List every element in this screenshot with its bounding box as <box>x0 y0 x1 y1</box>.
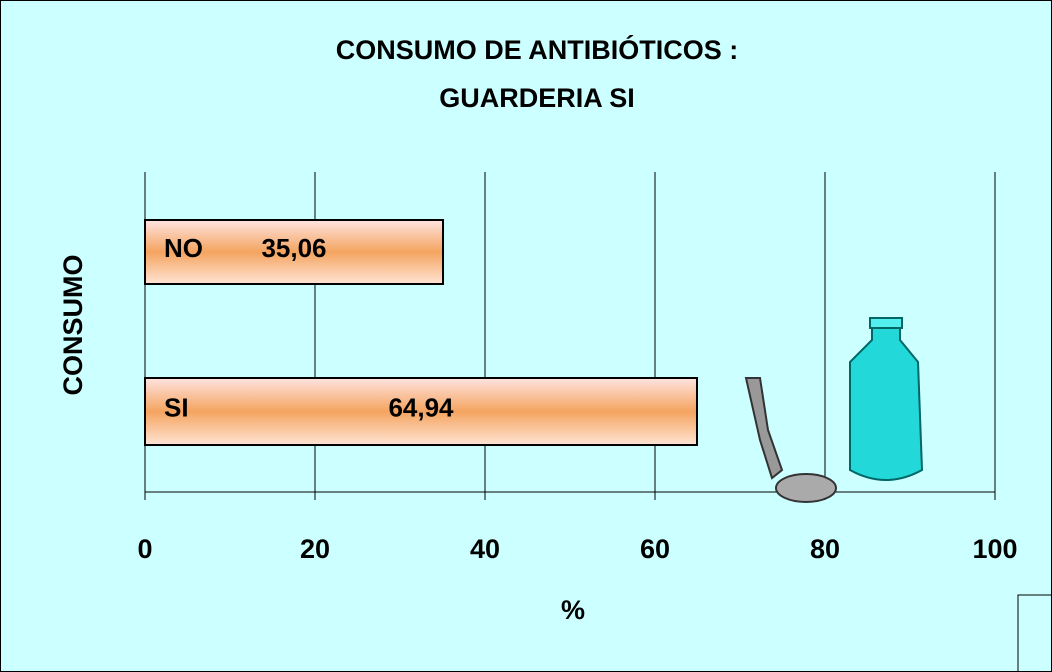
spoon <box>744 377 837 503</box>
x-tick-label: 0 <box>137 534 152 564</box>
chart-title: GUARDERIA SI <box>439 83 635 113</box>
category-label: SI <box>164 392 189 422</box>
x-tick-label: 80 <box>810 534 840 564</box>
bar <box>144 219 445 285</box>
x-tick-label: 60 <box>640 534 670 564</box>
bottle <box>849 317 924 481</box>
category-label: NO <box>164 233 203 263</box>
x-tick-label: 100 <box>972 534 1017 564</box>
frame-box <box>1017 594 1052 672</box>
y-axis-label: CONSUMO <box>58 255 88 396</box>
x-axis-label: % <box>561 595 585 625</box>
value-label: 64,94 <box>388 392 454 422</box>
chart-title: CONSUMO DE ANTIBIÓTICOS : <box>336 34 739 65</box>
value-label: 35,06 <box>261 233 326 263</box>
x-tick-label: 20 <box>300 534 330 564</box>
x-tick-label: 40 <box>470 534 500 564</box>
bar <box>144 377 698 446</box>
